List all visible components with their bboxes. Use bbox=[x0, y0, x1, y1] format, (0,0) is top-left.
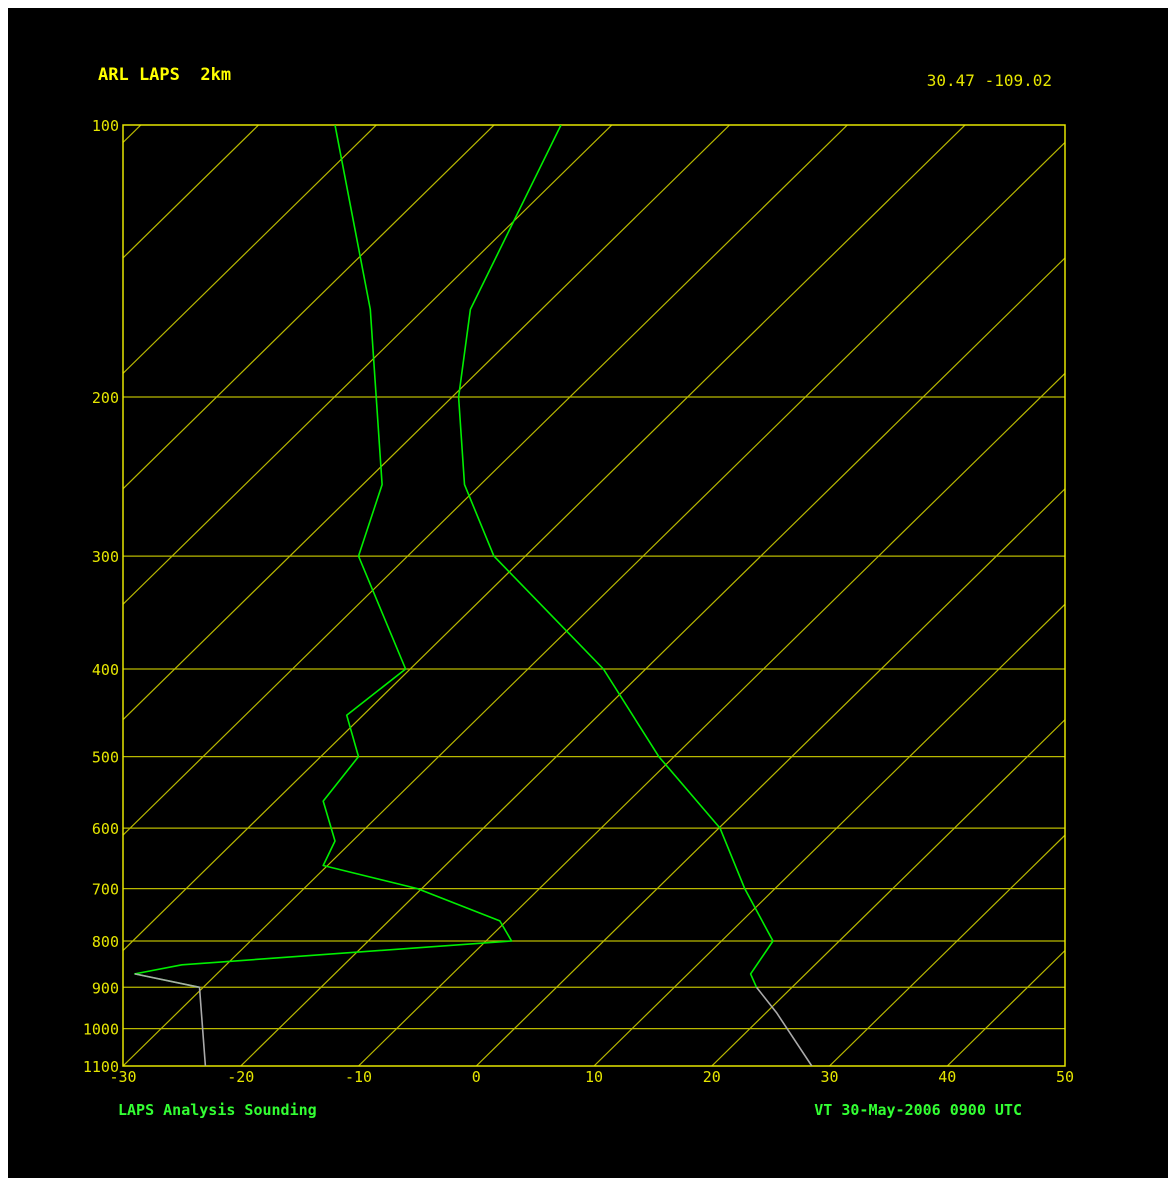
temperature-surface-line bbox=[755, 986, 813, 1066]
isotherm--10 bbox=[358, 372, 1065, 1066]
isotherm--80 bbox=[123, 125, 495, 490]
isotherm-10 bbox=[593, 603, 1065, 1066]
dewpoint-surface-line bbox=[134, 973, 207, 1066]
dewpoint-line bbox=[134, 125, 513, 989]
isotherm--30 bbox=[123, 141, 1065, 1066]
isotherm-40 bbox=[946, 949, 1065, 1066]
pressure-tick-600: 600 bbox=[92, 820, 119, 838]
temperature-tick-10: 10 bbox=[585, 1068, 603, 1086]
footer-left-label: LAPS Analysis Sounding bbox=[118, 1101, 317, 1119]
temperature-line bbox=[457, 125, 774, 988]
isotherm--110 bbox=[123, 125, 142, 144]
isotherm--40 bbox=[123, 125, 966, 952]
isotherm--60 bbox=[123, 125, 730, 721]
isotherm-30 bbox=[829, 834, 1065, 1066]
pressure-tick-500: 500 bbox=[92, 749, 119, 767]
pressure-tick-200: 200 bbox=[92, 389, 119, 407]
isotherm--70 bbox=[123, 125, 613, 606]
isotherm--100 bbox=[123, 125, 259, 259]
temperature-tick-40: 40 bbox=[938, 1068, 956, 1086]
pressure-tick-700: 700 bbox=[92, 881, 119, 899]
temperature-tick--30: -30 bbox=[109, 1068, 136, 1086]
pressure-tick-1100: 1100 bbox=[83, 1058, 119, 1076]
location-label: 30.47 -109.02 bbox=[927, 71, 1052, 90]
pressure-tick-labels: 100 200 300 400 500 600 700 800 900 1000 1100 bbox=[83, 117, 119, 1076]
pressure-tick-100: 100 bbox=[92, 117, 119, 135]
sounding-lines bbox=[134, 125, 813, 1066]
isotherm-lines bbox=[123, 125, 1065, 1066]
temperature-tick-0: 0 bbox=[472, 1068, 481, 1086]
temperature-tick-labels: -30 -20 -10 0 10 20 30 40 50 bbox=[109, 1068, 1074, 1086]
pressure-tick-900: 900 bbox=[92, 979, 119, 997]
plot-frame bbox=[122, 124, 1066, 1067]
footer-right-label: VT 30-May-2006 0900 UTC bbox=[814, 1101, 1022, 1119]
isotherm--20 bbox=[240, 257, 1065, 1066]
temperature-tick-30: 30 bbox=[820, 1068, 838, 1086]
temperature-tick-50: 50 bbox=[1056, 1068, 1074, 1086]
isotherm--90 bbox=[123, 125, 377, 375]
temperature-tick-20: 20 bbox=[703, 1068, 721, 1086]
isotherm-20 bbox=[711, 718, 1065, 1066]
pressure-tick-1000: 1000 bbox=[83, 1021, 119, 1039]
isotherm-0 bbox=[475, 487, 1065, 1066]
isotherm--50 bbox=[123, 125, 848, 836]
temperature-tick--20: -20 bbox=[227, 1068, 254, 1086]
chart-title: ARL LAPS 2km bbox=[98, 65, 231, 85]
temperature-tick--10: -10 bbox=[345, 1068, 372, 1086]
pressure-tick-300: 300 bbox=[92, 548, 119, 566]
isobar-lines bbox=[123, 396, 1065, 1030]
sounding-panel: 100 200 300 400 500 600 700 800 900 1000 1100 -30-… bbox=[8, 8, 1168, 1178]
pressure-tick-800: 800 bbox=[92, 933, 119, 951]
pressure-tick-400: 400 bbox=[92, 661, 119, 679]
